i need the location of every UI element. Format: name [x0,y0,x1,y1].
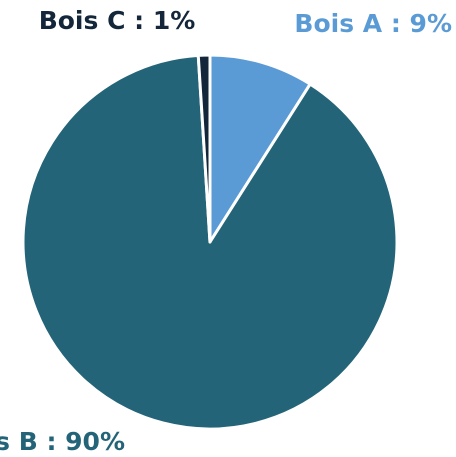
slice-label: Bois B : 90% [0,427,125,456]
slice-label: Bois C : 1% [39,6,196,35]
pie-slice [208,53,312,244]
slice-label: Bois A : 9% [294,9,452,38]
pie-slice [196,53,212,244]
